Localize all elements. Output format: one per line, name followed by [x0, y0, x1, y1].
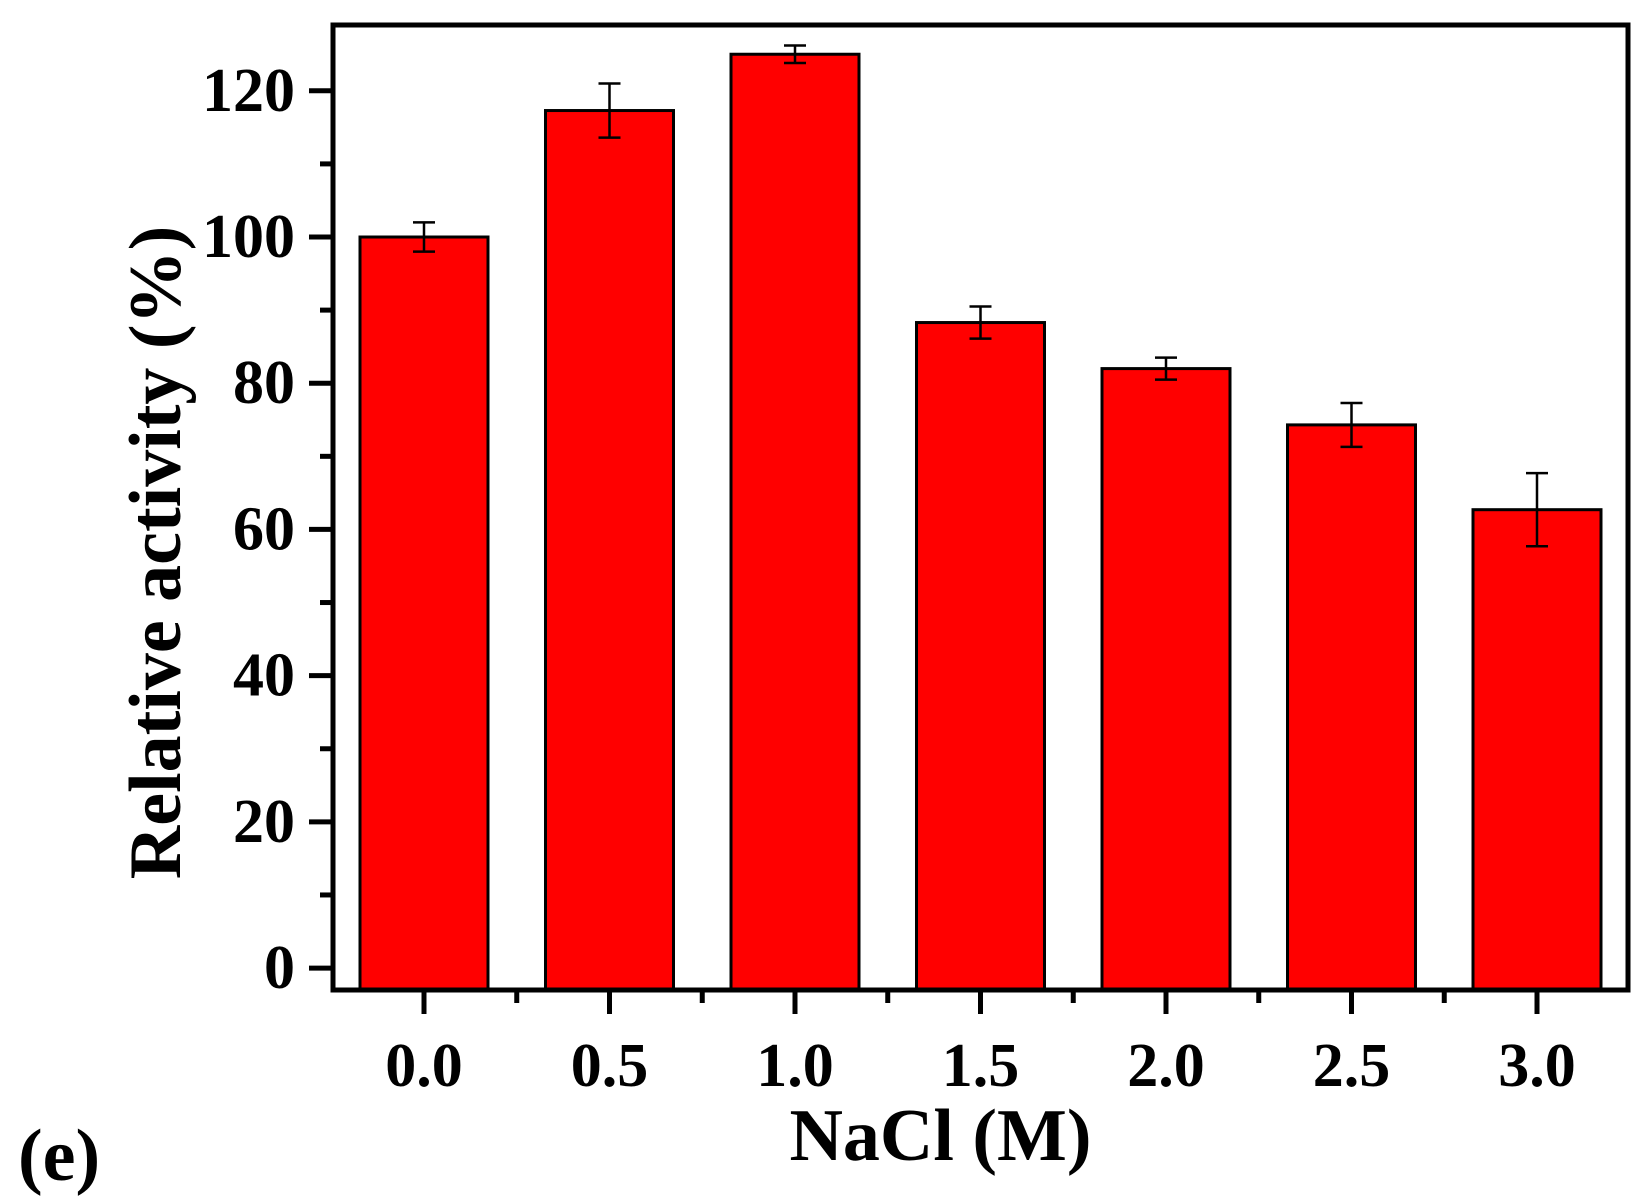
error-bar-0.5 — [598, 82, 621, 139]
y-axis-title: Relative activity (%) — [115, 226, 197, 879]
error-bar-1.0 — [784, 44, 806, 65]
error-bar-1.5 — [969, 305, 992, 340]
y-tick-label-120: 120 — [202, 57, 295, 125]
x-tick-label-0.5: 0.5 — [571, 1032, 649, 1100]
error-bar-3.0 — [1526, 471, 1548, 548]
error-bars — [413, 44, 1548, 548]
error-bar-2.0 — [1155, 356, 1177, 381]
bar-1.0 — [729, 52, 861, 992]
bar-1.5 — [915, 321, 1046, 992]
bar-series — [358, 52, 1603, 992]
x-tick-label-1.5: 1.5 — [942, 1032, 1020, 1100]
y-tick-label-20: 20 — [233, 788, 295, 856]
bar-3.0 — [1471, 508, 1603, 992]
plot-frame — [330, 22, 1631, 993]
x-tick-label-3.0: 3.0 — [1498, 1032, 1576, 1100]
error-bar-0.0 — [413, 221, 435, 253]
bar-2.0 — [1100, 367, 1232, 992]
bar-0.0 — [358, 235, 490, 992]
x-axis: 0.0 0.5 1.0 1.5 2.0 2.5 3.0 — [385, 990, 1576, 1100]
x-tick-label-2.0: 2.0 — [1127, 1032, 1205, 1100]
bar-0.5 — [544, 109, 675, 992]
error-bar-2.5 — [1340, 401, 1363, 449]
y-axis: 0 20 40 60 80 100 120 — [202, 57, 333, 1002]
x-tick-label-2.5: 2.5 — [1313, 1032, 1391, 1100]
bar-2.5 — [1286, 423, 1417, 992]
x-tick-label-0.0: 0.0 — [385, 1032, 463, 1100]
panel-label: (e) — [18, 1115, 100, 1197]
x-tick-label-1.0: 1.0 — [756, 1032, 834, 1100]
y-tick-label-60: 60 — [233, 495, 295, 563]
y-tick-label-40: 40 — [233, 642, 295, 710]
y-tick-label-100: 100 — [202, 203, 295, 271]
x-axis-title: NaCl (M) — [789, 1095, 1091, 1177]
y-tick-label-80: 80 — [233, 349, 295, 417]
y-tick-label-0: 0 — [264, 934, 295, 1002]
